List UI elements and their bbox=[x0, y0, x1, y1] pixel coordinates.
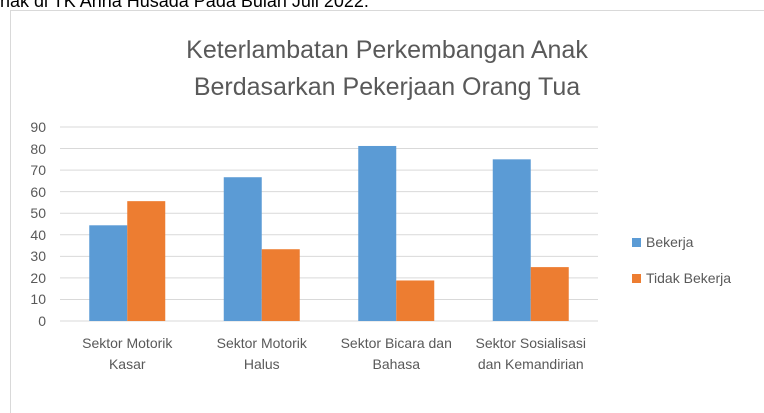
bar bbox=[89, 225, 128, 321]
y-tick-label: 50 bbox=[30, 205, 46, 222]
bar bbox=[358, 145, 397, 321]
bar bbox=[127, 201, 166, 321]
x-tick-label: Sektor Sosialisasi dan Kemandirian bbox=[475, 335, 587, 372]
bar bbox=[396, 280, 435, 321]
bar bbox=[530, 267, 569, 321]
bar bbox=[223, 177, 262, 321]
y-tick-label: 60 bbox=[30, 183, 46, 200]
y-tick-label: 10 bbox=[30, 291, 46, 308]
caption: nak di TK Anna Husada Pada Bulan Juli 20… bbox=[0, 0, 369, 11]
bar bbox=[261, 249, 300, 321]
x-tick-label: Sektor Bicara dan Bahasa bbox=[340, 335, 452, 372]
legend-swatch bbox=[632, 274, 641, 283]
x-tick-label: Sektor Motorik Halus bbox=[216, 335, 307, 372]
y-tick-label: 70 bbox=[30, 162, 46, 179]
x-tick-label: Sektor Motorik Kasar bbox=[82, 335, 173, 372]
y-tick-label: 40 bbox=[30, 226, 46, 243]
y-tick-label: 90 bbox=[30, 119, 46, 135]
legend-swatch bbox=[632, 238, 641, 247]
legend-label: Bekerja bbox=[646, 234, 694, 250]
chart-title: Keterlambatan Perkembangan Anak Berdasar… bbox=[186, 36, 588, 101]
bar bbox=[492, 159, 531, 321]
chart-frame bbox=[10, 10, 764, 413]
legend-label: Tidak Bekerja bbox=[646, 270, 732, 286]
y-tick-label: 30 bbox=[30, 248, 46, 265]
y-tick-label: 0 bbox=[38, 313, 46, 329]
y-tick-label: 80 bbox=[30, 140, 46, 157]
y-tick-label: 20 bbox=[30, 269, 46, 286]
